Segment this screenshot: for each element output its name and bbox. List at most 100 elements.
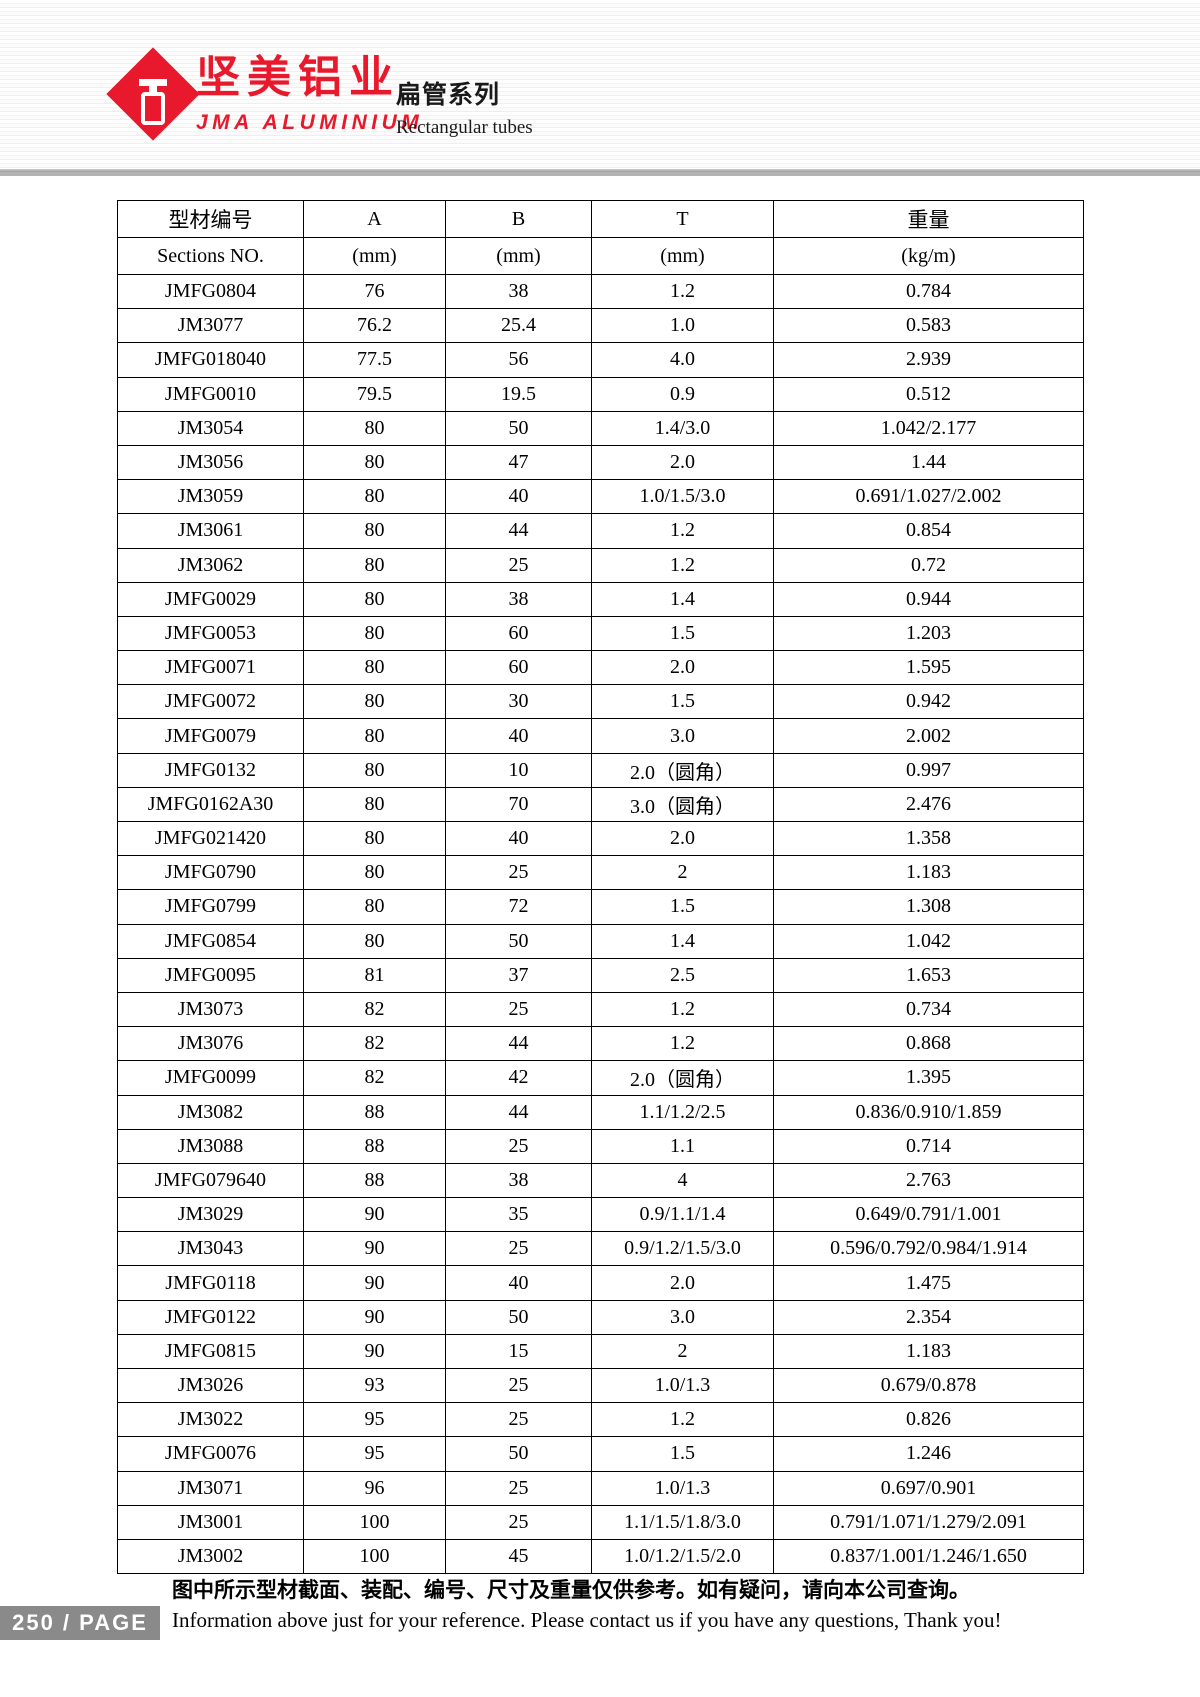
cell-dimension-b: 44 bbox=[445, 1026, 592, 1062]
cell-section-no: JMFG0029 bbox=[117, 581, 304, 617]
cell-weight: 1.595 bbox=[773, 650, 1084, 686]
table-row: JM3073 82 25 1.2 0.734 bbox=[117, 991, 1084, 1028]
table-row: JMFG0790 80 25 2 1.183 bbox=[117, 855, 1084, 891]
table-row: JMFG0079 80 40 3.0 2.002 bbox=[117, 718, 1084, 754]
footer-note-english: Information above just for your referenc… bbox=[172, 1608, 1002, 1632]
cell-thickness-t: 1.1/1.2/2.5 bbox=[591, 1094, 774, 1130]
cell-dimension-a: 95 bbox=[303, 1402, 446, 1438]
cell-thickness-t: 1.2 bbox=[591, 1402, 774, 1438]
column-header-t-cn: T bbox=[591, 200, 774, 238]
cell-thickness-t: 3.0（圆角） bbox=[591, 786, 774, 823]
cell-thickness-t: 2.0 bbox=[591, 820, 774, 857]
table-header-row-en: Sections NO. (mm) (mm) (mm) (kg/m) bbox=[117, 237, 1084, 275]
cell-weight: 1.183 bbox=[773, 1333, 1084, 1370]
cell-weight: 1.042/2.177 bbox=[773, 410, 1084, 446]
cell-section-no: JMFG0076 bbox=[117, 1436, 304, 1472]
cell-dimension-b: 40 bbox=[445, 479, 592, 515]
cell-weight: 0.942 bbox=[773, 684, 1084, 720]
jma-diamond-logo-icon bbox=[106, 47, 220, 153]
table-row: JM3076 82 44 1.2 0.868 bbox=[117, 1026, 1084, 1062]
cell-section-no: JMFG0804 bbox=[117, 273, 304, 310]
table-row: JM3088 88 25 1.1 0.714 bbox=[117, 1128, 1084, 1164]
cell-section-no: JM3026 bbox=[117, 1367, 304, 1404]
cell-weight: 2.939 bbox=[773, 342, 1084, 378]
cell-dimension-a: 96 bbox=[303, 1470, 446, 1506]
cell-thickness-t: 1.2 bbox=[591, 991, 774, 1028]
table-row: JMFG0118 90 40 2.0 1.475 bbox=[117, 1265, 1084, 1301]
cell-section-no: JM3076 bbox=[117, 1026, 304, 1062]
cell-section-no: JM3056 bbox=[117, 444, 304, 481]
cell-section-no: JM3062 bbox=[117, 547, 304, 583]
cell-section-no: JMFG0099 bbox=[117, 1060, 304, 1096]
table-header: 型材编号 A B T 重量 Sections NO. (mm) (mm) (mm… bbox=[117, 200, 1084, 275]
cell-thickness-t: 1.5 bbox=[591, 889, 774, 925]
cell-dimension-b: 38 bbox=[445, 581, 592, 617]
cell-dimension-a: 100 bbox=[303, 1504, 446, 1540]
cell-dimension-a: 80 bbox=[303, 479, 446, 515]
cell-section-no: JM3001 bbox=[117, 1504, 304, 1540]
cell-thickness-t: 3.0 bbox=[591, 1299, 774, 1335]
cell-section-no: JM3054 bbox=[117, 410, 304, 446]
cell-dimension-a: 80 bbox=[303, 410, 446, 446]
cell-dimension-a: 80 bbox=[303, 820, 446, 857]
cell-weight: 2.354 bbox=[773, 1299, 1084, 1335]
cell-dimension-b: 30 bbox=[445, 684, 592, 720]
cell-dimension-b: 37 bbox=[445, 957, 592, 993]
column-header-a-cn: A bbox=[303, 200, 446, 238]
cell-weight: 0.836/0.910/1.859 bbox=[773, 1094, 1084, 1130]
cell-dimension-a: 76 bbox=[303, 273, 446, 310]
cell-dimension-b: 25 bbox=[445, 991, 592, 1028]
cell-section-no: JM3043 bbox=[117, 1231, 304, 1267]
cell-weight: 0.596/0.792/0.984/1.914 bbox=[773, 1231, 1084, 1267]
cell-section-no: JMFG0071 bbox=[117, 650, 304, 686]
cell-thickness-t: 1.0/1.3 bbox=[591, 1367, 774, 1404]
cell-dimension-b: 40 bbox=[445, 820, 592, 857]
cell-dimension-b: 44 bbox=[445, 1094, 592, 1130]
cell-dimension-b: 50 bbox=[445, 923, 592, 959]
cell-dimension-b: 42 bbox=[445, 1060, 592, 1096]
cell-dimension-b: 15 bbox=[445, 1333, 592, 1370]
cell-weight: 1.358 bbox=[773, 820, 1084, 857]
column-header-b-unit: (mm) bbox=[445, 237, 592, 275]
cell-dimension-b: 38 bbox=[445, 273, 592, 310]
cell-dimension-a: 80 bbox=[303, 513, 446, 549]
cell-dimension-a: 88 bbox=[303, 1128, 446, 1164]
cell-section-no: JMFG0854 bbox=[117, 923, 304, 959]
cell-thickness-t: 1.0/1.2/1.5/2.0 bbox=[591, 1538, 774, 1575]
cell-dimension-a: 80 bbox=[303, 786, 446, 823]
cell-dimension-a: 93 bbox=[303, 1367, 446, 1404]
footer-note-chinese: 图中所示型材截面、装配、编号、尺寸及重量仅供参考。如有疑问，请向本公司查询。 bbox=[172, 1578, 970, 1602]
cell-thickness-t: 1.5 bbox=[591, 684, 774, 720]
cell-thickness-t: 1.1 bbox=[591, 1128, 774, 1164]
table-row: JMFG0132 80 10 2.0（圆角） 0.997 bbox=[117, 752, 1084, 788]
specification-table: 型材编号 A B T 重量 Sections NO. (mm) (mm) (mm… bbox=[117, 200, 1084, 1575]
cell-dimension-a: 100 bbox=[303, 1538, 446, 1575]
table-row: JM3082 88 44 1.1/1.2/2.5 0.836/0.910/1.859 bbox=[117, 1094, 1084, 1130]
cell-dimension-b: 50 bbox=[445, 1436, 592, 1472]
cell-thickness-t: 0.9/1.2/1.5/3.0 bbox=[591, 1231, 774, 1267]
column-header-t-unit: (mm) bbox=[591, 237, 774, 275]
table-row: JMFG018040 77.5 56 4.0 2.939 bbox=[117, 342, 1084, 378]
cell-weight: 0.997 bbox=[773, 752, 1084, 788]
cell-weight: 1.203 bbox=[773, 615, 1084, 652]
cell-thickness-t: 1.0/1.3 bbox=[591, 1470, 774, 1506]
cell-dimension-a: 90 bbox=[303, 1231, 446, 1267]
cell-section-no: JMFG0053 bbox=[117, 615, 304, 652]
cell-dimension-b: 35 bbox=[445, 1197, 592, 1233]
column-header-weight-unit: (kg/m) bbox=[773, 237, 1084, 275]
cell-section-no: JMFG018040 bbox=[117, 342, 304, 378]
cell-weight: 1.246 bbox=[773, 1436, 1084, 1472]
cell-weight: 0.854 bbox=[773, 513, 1084, 549]
cell-weight: 0.837/1.001/1.246/1.650 bbox=[773, 1538, 1084, 1575]
cell-thickness-t: 0.9 bbox=[591, 376, 774, 412]
table-row: JM3043 90 25 0.9/1.2/1.5/3.0 0.596/0.792/0.9… bbox=[117, 1231, 1084, 1267]
column-header-section-no-en: Sections NO. bbox=[117, 237, 304, 275]
cell-dimension-a: 90 bbox=[303, 1333, 446, 1370]
cell-section-no: JM3082 bbox=[117, 1094, 304, 1130]
cell-weight: 0.679/0.878 bbox=[773, 1367, 1084, 1404]
cell-dimension-a: 76.2 bbox=[303, 308, 446, 344]
cell-section-no: JMFG0079 bbox=[117, 718, 304, 754]
cell-thickness-t: 1.4 bbox=[591, 581, 774, 617]
cell-weight: 1.653 bbox=[773, 957, 1084, 993]
cell-section-no: JM3022 bbox=[117, 1402, 304, 1438]
